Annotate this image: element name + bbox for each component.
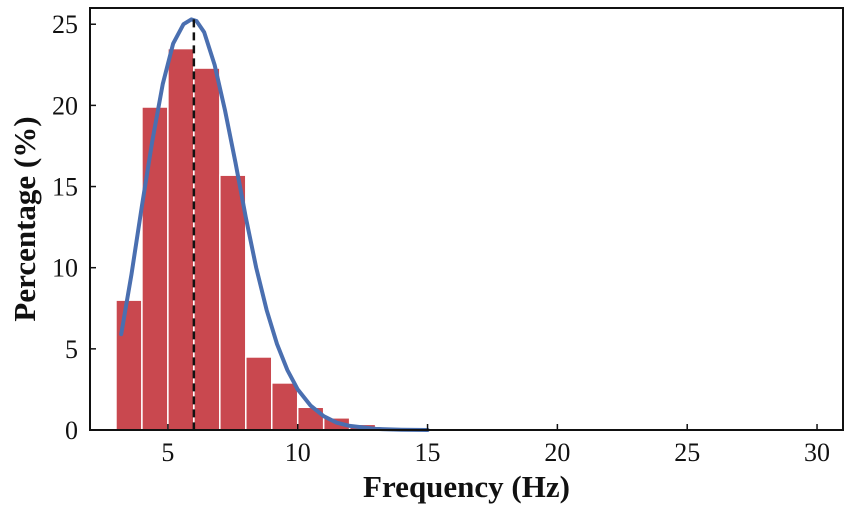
histogram-bar-2 <box>167 47 195 431</box>
y-tick-label-3: 15 <box>52 173 78 202</box>
x-tick-label-4: 25 <box>674 438 700 467</box>
fit-curve <box>119 17 430 432</box>
x-tick-label-5: 30 <box>804 438 830 467</box>
histogram-bar-4 <box>219 174 247 431</box>
y-axis-ticks: 0 5 10 15 20 25 <box>52 10 96 445</box>
bars <box>115 47 429 431</box>
y-tick-label-5: 25 <box>52 10 78 39</box>
y-tick-label-0: 0 <box>65 416 78 445</box>
histogram-bar-0 <box>115 299 143 431</box>
x-tick-label-0: 5 <box>161 438 174 467</box>
plot-frame <box>89 7 844 431</box>
x-axis-title: Frequency (Hz) <box>363 469 570 504</box>
fit-curve-layer <box>119 17 430 432</box>
histogram-bar-5 <box>245 356 273 431</box>
y-tick-label-4: 20 <box>52 91 78 120</box>
histogram-bar-1 <box>141 106 169 431</box>
y-tick-label-2: 10 <box>52 254 78 283</box>
x-tick-label-1: 10 <box>285 438 311 467</box>
y-tick-label-1: 5 <box>65 335 78 364</box>
x-tick-label-2: 15 <box>415 438 441 467</box>
x-tick-label-3: 20 <box>544 438 570 467</box>
x-axis-ticks: 5 10 15 20 25 30 <box>161 424 830 467</box>
histogram-bar-6 <box>271 382 299 431</box>
histogram-bar-3 <box>193 67 221 431</box>
y-axis-title: Percentage (%) <box>7 116 42 321</box>
